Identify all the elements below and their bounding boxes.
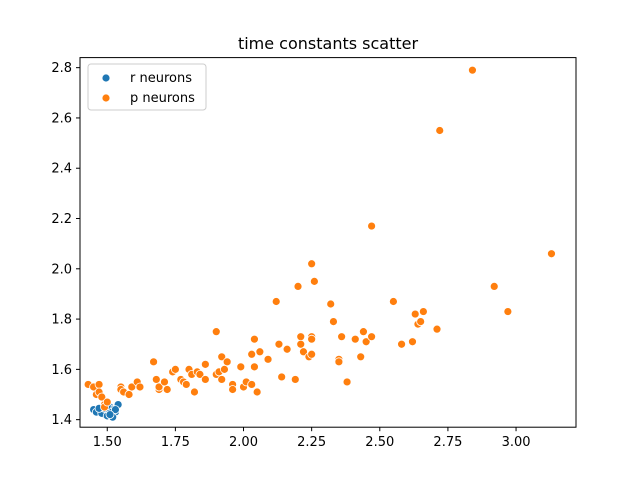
point-p-neurons: [154, 382, 164, 392]
data-points: [83, 65, 556, 422]
x-tick-label: 2.25: [297, 435, 326, 450]
y-tick-label: 2.4: [51, 162, 72, 177]
chart-title: time constants scatter: [238, 34, 419, 53]
point-p-neurons: [200, 375, 210, 384]
point-p-neurons: [416, 317, 426, 327]
x-tick-label: 2.75: [433, 435, 462, 450]
y-tick-label: 2.2: [51, 212, 72, 227]
point-p-neurons: [468, 65, 477, 75]
x-tick-label: 2.50: [365, 435, 394, 450]
x-tick-label: 1.75: [161, 435, 190, 450]
point-p-neurons: [356, 352, 366, 362]
point-p-neurons: [359, 327, 368, 337]
point-p-neurons: [151, 375, 161, 384]
point-p-neurons: [274, 339, 284, 349]
x-tick-label: 3.00: [502, 435, 531, 450]
point-p-neurons: [547, 249, 556, 259]
point-p-neurons: [277, 372, 287, 382]
legend: r neurons p neurons: [87, 63, 207, 111]
point-p-neurons: [222, 357, 232, 367]
point-p-neurons: [293, 281, 303, 291]
y-tick-label: 2.6: [51, 111, 72, 126]
point-p-neurons: [326, 299, 336, 309]
point-p-neurons: [296, 332, 306, 342]
point-p-neurons: [418, 307, 428, 316]
point-p-neurons: [149, 357, 158, 367]
plot-area: [80, 57, 576, 428]
point-p-neurons: [309, 276, 319, 286]
point-p-neurons: [397, 339, 406, 349]
point-p-neurons: [367, 332, 377, 342]
point-p-neurons: [389, 297, 398, 306]
point-p-neurons: [296, 339, 306, 349]
point-p-neurons: [97, 392, 107, 402]
point-p-neurons: [307, 259, 317, 269]
point-p-neurons: [160, 377, 169, 387]
legend-label-p-neurons: p neurons: [130, 91, 195, 106]
point-p-neurons: [102, 397, 112, 407]
point-p-neurons: [200, 359, 210, 369]
point-p-neurons: [432, 324, 442, 334]
point-p-neurons: [252, 387, 262, 397]
point-p-neurons: [408, 337, 417, 347]
y-tick-label: 1.4: [51, 413, 72, 428]
plot-frame: [79, 57, 577, 428]
y-tick-label: 1.8: [51, 313, 72, 328]
point-p-neurons: [247, 380, 257, 389]
legend-marker-r-neurons: [101, 73, 111, 83]
point-p-neurons: [228, 385, 238, 394]
point-p-neurons: [220, 364, 229, 374]
legend-label-r-neurons: r neurons: [130, 71, 192, 86]
point-p-neurons: [217, 352, 227, 362]
point-p-neurons: [271, 297, 281, 306]
y-tick-label: 2.0: [51, 262, 72, 277]
point-p-neurons: [94, 380, 104, 389]
point-p-neurons: [361, 337, 371, 347]
point-p-neurons: [162, 385, 172, 394]
y-tick-label: 2.8: [51, 61, 72, 76]
point-p-neurons: [263, 354, 273, 364]
point-p-neurons: [342, 377, 352, 387]
point-r-neurons: [111, 405, 120, 415]
point-p-neurons: [124, 390, 134, 399]
point-p-neurons: [195, 369, 205, 379]
point-p-neurons: [282, 344, 292, 354]
point-r-neurons: [105, 410, 115, 420]
point-p-neurons: [307, 349, 317, 359]
x-tick-label: 1.50: [93, 435, 122, 450]
point-p-neurons: [503, 307, 513, 316]
point-p-neurons: [211, 327, 221, 337]
point-p-neurons: [181, 380, 191, 389]
point-p-neurons: [334, 357, 344, 367]
point-p-neurons: [350, 334, 360, 344]
point-p-neurons: [135, 382, 145, 392]
point-p-neurons: [236, 362, 246, 372]
point-p-neurons: [367, 221, 377, 231]
y-tick-label: 1.6: [51, 363, 72, 378]
point-p-neurons: [247, 349, 257, 359]
x-tick-label: 2.00: [229, 435, 258, 450]
point-p-neurons: [290, 375, 300, 384]
point-p-neurons: [307, 334, 317, 344]
point-p-neurons: [250, 362, 259, 372]
point-p-neurons: [337, 332, 347, 342]
point-p-neurons: [255, 347, 265, 357]
point-p-neurons: [489, 281, 499, 291]
legend-marker-p-neurons: [101, 93, 111, 103]
y-axis: 1.4 1.6 1.8 2.0 2.2 2.4 2.6 2.8: [51, 61, 80, 428]
point-p-neurons: [170, 364, 180, 374]
legend-box: [87, 63, 207, 111]
x-axis: 1.50 1.75 2.00 2.25 2.50 2.75 3.00: [93, 427, 531, 450]
point-p-neurons: [329, 317, 338, 327]
point-p-neurons: [410, 309, 420, 319]
point-p-neurons: [217, 375, 227, 384]
point-p-neurons: [190, 387, 199, 397]
point-p-neurons: [250, 334, 259, 344]
point-p-neurons: [435, 126, 445, 135]
point-p-neurons: [299, 347, 308, 357]
